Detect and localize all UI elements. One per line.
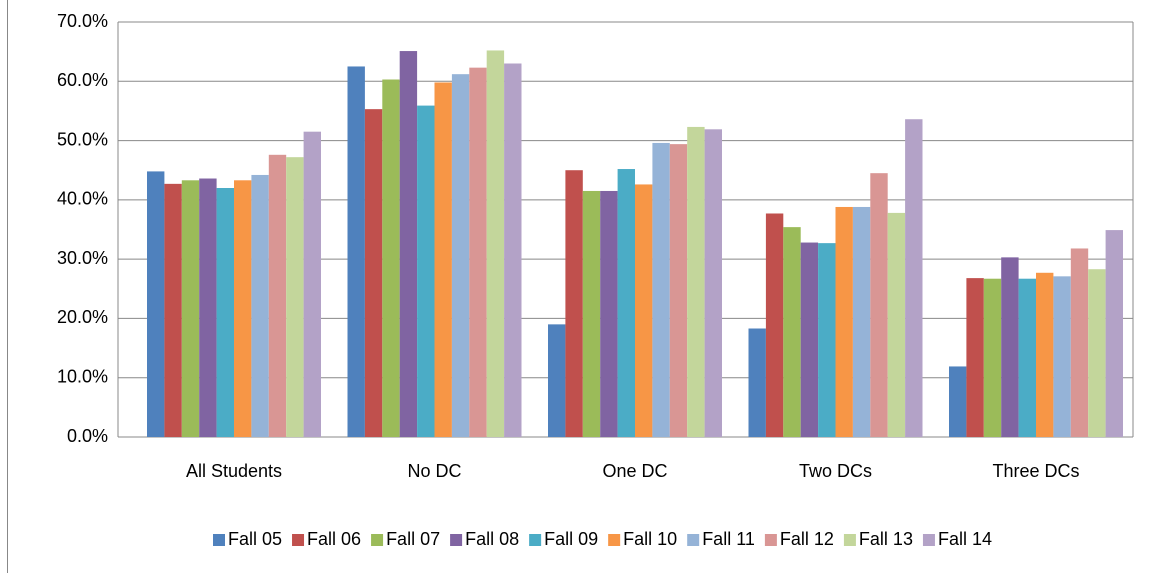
legend-label: Fall 11 xyxy=(702,529,755,549)
legend-swatch xyxy=(450,534,463,546)
bar xyxy=(852,206,871,437)
legend-swatch xyxy=(843,534,856,546)
bar xyxy=(469,67,487,438)
bar xyxy=(687,126,705,437)
legend-swatch xyxy=(213,534,225,546)
bar xyxy=(434,82,452,437)
bar xyxy=(635,184,653,437)
legend-label: Fall 12 xyxy=(780,529,834,549)
bar xyxy=(399,51,418,438)
y-tick-label: 10.0% xyxy=(57,366,108,386)
x-tick-label: No DC xyxy=(407,461,461,481)
bar xyxy=(234,180,252,438)
legend-label: Fall 08 xyxy=(465,529,519,549)
bar xyxy=(417,105,435,437)
y-tick-label: 60.0% xyxy=(57,70,108,90)
bar xyxy=(286,157,304,437)
legend-label: Fall 10 xyxy=(623,529,677,549)
bar xyxy=(887,212,906,437)
legend-label: Fall 06 xyxy=(307,529,361,549)
y-tick-label: 40.0% xyxy=(57,189,108,209)
bar xyxy=(582,190,601,437)
bar xyxy=(983,278,1002,437)
bar xyxy=(652,142,670,437)
legend-swatch xyxy=(687,534,700,546)
bar xyxy=(347,66,365,437)
legend-label: Fall 09 xyxy=(544,529,598,549)
bar xyxy=(486,50,505,437)
bar xyxy=(818,243,836,437)
bar xyxy=(748,328,766,437)
bar xyxy=(199,178,217,437)
legend-swatch xyxy=(922,534,935,546)
x-tick-label: All Students xyxy=(186,461,282,481)
bar xyxy=(617,169,635,437)
y-tick-label: 70.0% xyxy=(57,11,108,31)
x-tick-label: One DC xyxy=(602,461,667,481)
y-tick-label: 50.0% xyxy=(57,129,108,149)
legend-label: Fall 14 xyxy=(938,529,992,549)
bar xyxy=(1018,278,1036,437)
bar xyxy=(565,170,583,437)
bar xyxy=(966,278,984,437)
bar xyxy=(1001,257,1019,437)
bar xyxy=(164,183,182,437)
bar xyxy=(600,190,618,437)
bar xyxy=(548,324,566,437)
bar xyxy=(1036,272,1054,437)
x-tick-label: Two DCs xyxy=(799,461,872,481)
bar xyxy=(382,79,400,437)
bar xyxy=(800,242,819,437)
bar xyxy=(451,74,470,438)
bar xyxy=(181,180,200,438)
x-tick-label: Three DCs xyxy=(992,461,1079,481)
legend-swatch xyxy=(292,534,305,546)
bar xyxy=(1053,276,1071,437)
legend-swatch xyxy=(764,534,777,546)
bar xyxy=(251,174,269,437)
legend-swatch xyxy=(529,534,542,546)
bar xyxy=(870,173,888,437)
bar xyxy=(704,129,722,438)
bar xyxy=(504,63,522,437)
legend-label: Fall 13 xyxy=(859,529,913,549)
y-tick-label: 0.0% xyxy=(67,426,108,446)
bar xyxy=(1105,230,1123,437)
bar xyxy=(783,227,801,437)
legend-swatch xyxy=(371,534,384,546)
bar xyxy=(268,154,287,438)
bar xyxy=(669,144,688,437)
bar xyxy=(364,109,383,438)
bar xyxy=(905,119,923,437)
bar xyxy=(216,188,234,437)
bar xyxy=(147,171,165,437)
legend-label: Fall 05 xyxy=(228,529,282,549)
bar xyxy=(1088,269,1106,437)
legend-label: Fall 07 xyxy=(386,529,440,549)
y-tick-label: 30.0% xyxy=(57,248,108,268)
legend-swatch xyxy=(608,534,621,546)
y-tick-label: 20.0% xyxy=(57,307,108,327)
bar xyxy=(949,366,967,437)
bar xyxy=(835,206,853,437)
bar xyxy=(765,213,784,437)
bar xyxy=(1070,248,1089,437)
bar xyxy=(303,131,321,437)
